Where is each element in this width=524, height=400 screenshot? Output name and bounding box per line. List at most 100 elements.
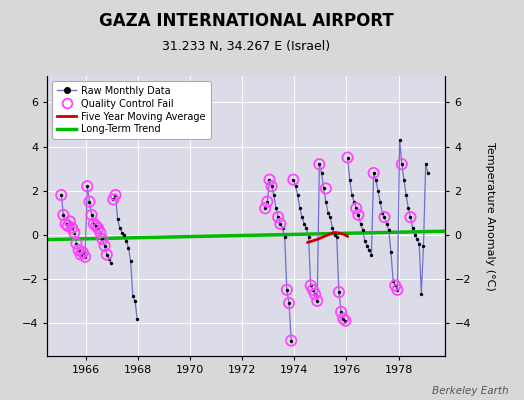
- Point: [83, 183, 92, 190]
- Point: [85, 198, 94, 205]
- Point: [324, 210, 332, 216]
- Point: [111, 192, 119, 198]
- Point: [374, 188, 382, 194]
- Point: [103, 251, 111, 258]
- Point: [68, 225, 77, 231]
- Point: [261, 205, 269, 212]
- Point: [68, 225, 77, 231]
- Point: [118, 229, 126, 236]
- Point: [352, 205, 361, 212]
- Point: [320, 185, 328, 192]
- Point: [77, 251, 85, 258]
- Point: [77, 251, 85, 258]
- Point: [304, 234, 313, 240]
- Point: [265, 176, 274, 183]
- Point: [270, 192, 278, 198]
- Point: [315, 161, 323, 167]
- Point: [276, 220, 285, 227]
- Point: [396, 137, 404, 143]
- Point: [356, 220, 365, 227]
- Point: [88, 212, 96, 218]
- Point: [343, 154, 352, 161]
- Point: [287, 337, 296, 344]
- Point: [293, 192, 302, 198]
- Point: [66, 218, 74, 225]
- Point: [383, 220, 391, 227]
- Point: [335, 289, 343, 295]
- Point: [309, 287, 317, 293]
- Point: [369, 170, 378, 176]
- Point: [96, 229, 104, 236]
- Point: [57, 192, 66, 198]
- Point: [291, 183, 300, 190]
- Point: [367, 251, 376, 258]
- Point: [350, 198, 358, 205]
- Point: [404, 205, 412, 212]
- Point: [263, 198, 271, 205]
- Point: [92, 223, 100, 229]
- Point: [122, 238, 130, 244]
- Point: [278, 225, 287, 231]
- Point: [85, 198, 94, 205]
- Point: [372, 176, 380, 183]
- Point: [387, 249, 395, 256]
- Point: [276, 220, 285, 227]
- Point: [302, 225, 311, 231]
- Point: [296, 205, 304, 212]
- Point: [363, 242, 372, 249]
- Point: [402, 192, 410, 198]
- Point: [261, 205, 269, 212]
- Point: [400, 176, 408, 183]
- Point: [79, 249, 87, 256]
- Point: [328, 225, 336, 231]
- Legend: Raw Monthly Data, Quality Control Fail, Five Year Moving Average, Long-Term Tren: Raw Monthly Data, Quality Control Fail, …: [52, 81, 211, 139]
- Point: [391, 282, 399, 289]
- Point: [285, 300, 293, 306]
- Point: [311, 291, 319, 298]
- Point: [120, 232, 128, 238]
- Point: [307, 282, 315, 289]
- Point: [57, 192, 66, 198]
- Point: [298, 214, 306, 220]
- Point: [74, 247, 83, 253]
- Point: [63, 223, 72, 229]
- Point: [94, 225, 102, 231]
- Point: [313, 298, 321, 304]
- Point: [398, 161, 406, 167]
- Text: GAZA INTERNATIONAL AIRPORT: GAZA INTERNATIONAL AIRPORT: [99, 12, 394, 30]
- Point: [116, 225, 124, 231]
- Point: [96, 229, 104, 236]
- Y-axis label: Temperature Anomaly (°C): Temperature Anomaly (°C): [485, 142, 495, 290]
- Point: [289, 176, 298, 183]
- Point: [413, 236, 421, 242]
- Point: [88, 212, 96, 218]
- Point: [318, 170, 326, 176]
- Point: [92, 223, 100, 229]
- Point: [133, 315, 141, 322]
- Point: [337, 309, 345, 315]
- Point: [358, 227, 367, 234]
- Point: [341, 318, 350, 324]
- Point: [61, 220, 70, 227]
- Point: [345, 176, 354, 183]
- Point: [263, 198, 271, 205]
- Point: [107, 260, 115, 267]
- Point: [394, 287, 402, 293]
- Point: [415, 240, 423, 247]
- Point: [70, 229, 79, 236]
- Point: [348, 192, 356, 198]
- Point: [129, 293, 137, 300]
- Point: [109, 196, 117, 203]
- Point: [337, 309, 345, 315]
- Point: [300, 220, 309, 227]
- Point: [389, 278, 397, 284]
- Point: [330, 232, 339, 238]
- Point: [131, 298, 139, 304]
- Point: [94, 225, 102, 231]
- Point: [380, 214, 389, 220]
- Point: [411, 232, 419, 238]
- Point: [272, 205, 280, 212]
- Point: [311, 291, 319, 298]
- Point: [72, 240, 81, 247]
- Point: [74, 247, 83, 253]
